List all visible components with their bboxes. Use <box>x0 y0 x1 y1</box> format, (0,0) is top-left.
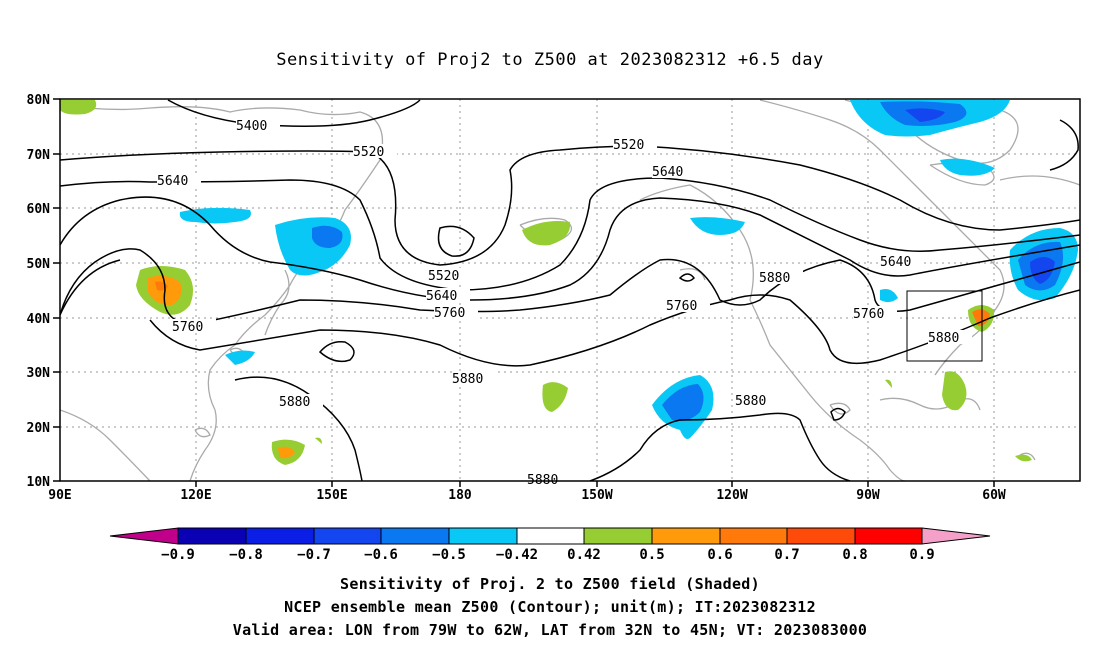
colorbar-cell <box>177 527 247 545</box>
lon-label: 150W <box>581 488 612 503</box>
caption-line-3: Valid area: LON from 79W to 62W, LAT fro… <box>232 621 868 639</box>
colorbar-label: −0.9 <box>161 547 195 563</box>
lat-label: 70N <box>27 148 51 163</box>
contour-label: 5880 <box>928 331 959 346</box>
colorbar-cell <box>854 527 923 545</box>
contour-label: 5880 <box>452 372 483 387</box>
colorbar-low-arrow <box>109 527 179 545</box>
colorbar-labels: −0.9 −0.8 −0.7 −0.6 −0.5 −0.42 0.42 0.5 … <box>161 547 935 563</box>
colorbar-cell <box>380 527 450 545</box>
lat-label: 50N <box>27 257 51 272</box>
lon-label: 60W <box>982 488 1006 503</box>
colorbar-cell <box>583 527 653 545</box>
contour-label: 5760 <box>434 306 465 321</box>
colorbar-label: 0.5 <box>639 547 664 563</box>
lon-label: 90W <box>856 488 880 503</box>
lon-label: 150E <box>316 488 347 503</box>
colorbar-label: −0.6 <box>364 547 398 563</box>
contour-label: 5880 <box>735 394 766 409</box>
lat-label: 10N <box>27 475 51 490</box>
contour-label: 5640 <box>157 174 188 189</box>
colorbar-cell <box>651 527 721 545</box>
colorbar-cell <box>516 527 585 545</box>
colorbar-label: 0.9 <box>909 547 934 563</box>
lon-ticks <box>195 481 995 487</box>
longitude-axis: 90E 120E 150E 180 150W 120W 90W 60W <box>48 488 1006 503</box>
lat-label: 40N <box>27 312 51 327</box>
contour-label: 5520 <box>353 145 384 160</box>
contour-label: 5640 <box>426 289 457 304</box>
z500-contours <box>60 99 1080 481</box>
contour-label: 5640 <box>652 165 683 180</box>
grid-lines <box>60 99 1080 481</box>
lat-label: 20N <box>27 421 51 436</box>
lat-label: 30N <box>27 366 51 381</box>
lat-ticks <box>53 98 60 482</box>
lat-label: 80N <box>27 93 51 108</box>
colorbar-label: 0.6 <box>707 547 732 563</box>
colorbar-cell <box>786 527 856 545</box>
colorbar-label: −0.42 <box>496 547 538 563</box>
sensitivity-shading <box>60 100 1078 465</box>
lon-label: 180 <box>448 488 472 503</box>
lon-label: 120E <box>180 488 211 503</box>
contour-label: 5880 <box>759 271 790 286</box>
map-frame <box>59 98 1081 482</box>
valid-area-box <box>906 290 983 362</box>
colorbar-cell <box>719 527 788 545</box>
colorbar-label: −0.7 <box>297 547 331 563</box>
contour-label: 5400 <box>236 119 267 134</box>
map-title: Sensitivity of Proj2 to Z500 at 20230823… <box>276 50 824 70</box>
lat-label: 60N <box>27 202 51 217</box>
colorbar-cell <box>245 527 315 545</box>
contour-label: 5520 <box>613 138 644 153</box>
contour-label: 5520 <box>428 269 459 284</box>
contour-label: 5760 <box>172 320 203 335</box>
contour-label: 5760 <box>666 299 697 314</box>
contour-label: 5640 <box>880 255 911 270</box>
contour-labels: 5400 5520 5640 5520 5640 5760 5520 5640 … <box>157 118 972 488</box>
lon-label: 90E <box>48 488 71 503</box>
colorbar-label: 0.42 <box>567 547 601 563</box>
caption-line-2: NCEP ensemble mean Z500 (Contour); unit(… <box>284 598 816 616</box>
colorbar-label: 0.8 <box>842 547 867 563</box>
colorbar-cell <box>448 527 518 545</box>
lon-label: 120W <box>716 488 747 503</box>
colorbar-high-arrow <box>921 527 991 545</box>
colorbar-cell <box>313 527 382 545</box>
contour-label: 5880 <box>279 395 310 410</box>
colorbar-label: −0.5 <box>432 547 466 563</box>
caption-line-1: Sensitivity of Proj. 2 to Z500 field (Sh… <box>340 575 760 593</box>
latitude-axis: 80N 70N 60N 50N 40N 30N 20N 10N <box>27 93 51 490</box>
contour-label: 5760 <box>853 307 884 322</box>
colorbar <box>109 527 991 545</box>
colorbar-label: 0.7 <box>774 547 799 563</box>
colorbar-label: −0.8 <box>229 547 263 563</box>
sensitivity-map: 5400 5520 5640 5520 5640 5760 5520 5640 … <box>27 93 1081 563</box>
